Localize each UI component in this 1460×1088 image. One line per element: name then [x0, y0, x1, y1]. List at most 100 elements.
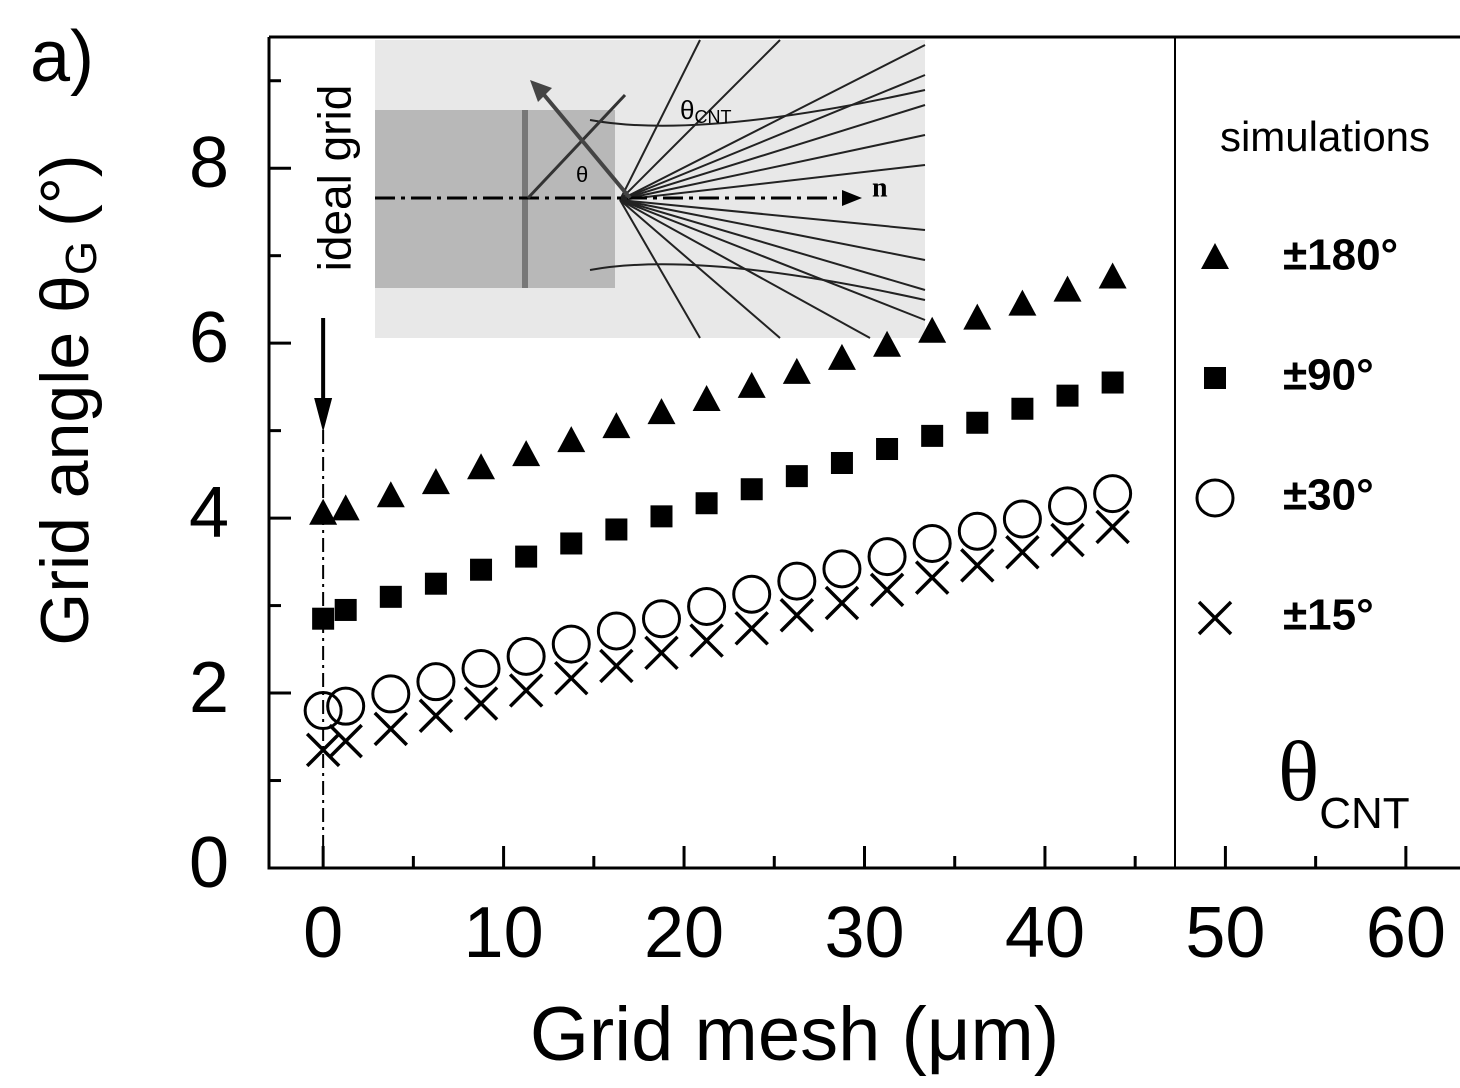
marker-triangle	[737, 371, 766, 398]
marker-cross	[373, 711, 409, 747]
inset-arrowhead	[842, 190, 862, 206]
marker-circle	[867, 537, 907, 577]
legend-marker	[1195, 478, 1235, 518]
panel-label: a)	[30, 17, 94, 97]
legend-marker	[1201, 243, 1229, 269]
annotation: ideal grid	[308, 85, 360, 272]
marker-triangle	[376, 481, 405, 508]
marker-square	[785, 465, 808, 488]
marker-circle	[1048, 486, 1088, 526]
y-axis-label-main: Grid angle θ	[27, 275, 103, 645]
marker-square	[876, 438, 899, 461]
y-axis-label-sub: G	[57, 241, 106, 275]
marker-triangle	[467, 453, 496, 480]
marker-circle	[687, 586, 727, 626]
marker-cross	[824, 585, 860, 621]
marker-circle	[641, 599, 681, 639]
marker-triangle	[331, 494, 360, 521]
marker-cross	[599, 648, 634, 684]
y-tick-label: 4	[189, 473, 229, 553]
marker-cross	[734, 611, 769, 646]
y-tick-label: 0	[189, 823, 229, 903]
marker-square	[740, 478, 763, 501]
legend-footer-sub: CNT	[1319, 789, 1409, 838]
marker-triangle	[1053, 275, 1082, 302]
marker-circle	[303, 691, 343, 731]
marker-circle	[551, 624, 591, 664]
marker-square	[334, 598, 357, 621]
marker-cross	[508, 673, 544, 708]
marker-cross	[418, 698, 454, 734]
marker-triangle	[421, 468, 450, 495]
marker-cross	[328, 723, 363, 759]
marker-triangle	[918, 316, 947, 343]
inset-label: θ	[576, 162, 588, 187]
marker-circle	[371, 674, 411, 714]
marker-triangle	[557, 426, 586, 453]
ideal-grid-arrowhead	[314, 398, 333, 432]
inset-label: n	[872, 172, 888, 203]
marker-cross	[689, 623, 724, 658]
marker-triangle	[873, 330, 902, 357]
marker-square	[830, 451, 853, 474]
marker-cross	[644, 635, 679, 671]
legend-label: ±15°	[1283, 591, 1374, 640]
marker-cross	[1050, 522, 1085, 558]
inset-fibers	[589, 39, 926, 339]
x-tick-label: 40	[1005, 893, 1085, 973]
legend-label: ±90°	[1283, 351, 1374, 400]
inset-fiber-vector	[538, 88, 632, 200]
marker-circle	[461, 649, 501, 689]
marker-circle	[1002, 499, 1042, 539]
marker-triangle	[1098, 262, 1127, 289]
marker-cross	[1095, 509, 1130, 545]
x-axis-label: Grid mesh (μm)	[530, 992, 1059, 1077]
legend-label: ±180°	[1283, 231, 1398, 280]
inset-line	[526, 93, 627, 200]
marker-cross	[779, 597, 815, 633]
x-tick-label: 10	[464, 893, 544, 973]
marker-square	[470, 558, 493, 581]
marker-triangle	[512, 440, 541, 467]
marker-triangle	[827, 343, 856, 370]
marker-triangle	[602, 412, 631, 439]
marker-triangle	[309, 498, 338, 525]
y-tick-label: 2	[189, 648, 229, 728]
x-tick-label: 60	[1366, 893, 1446, 973]
marker-triangle	[1008, 289, 1037, 316]
marker-circle	[777, 561, 817, 601]
marker-cross	[869, 572, 905, 608]
marker-cross	[554, 660, 589, 696]
x-tick-label: 20	[644, 893, 724, 973]
marker-square	[1011, 397, 1034, 420]
x-tick-label: 0	[303, 893, 343, 973]
legend-title: simulations	[1220, 113, 1430, 160]
marker-square	[560, 532, 583, 555]
y-axis-label-unit: (°)	[27, 154, 103, 226]
marker-square	[424, 572, 447, 595]
legend-label: ±30°	[1283, 471, 1374, 520]
legend-marker	[1197, 600, 1233, 636]
marker-cross	[463, 686, 499, 721]
marker-triangle	[692, 385, 721, 412]
marker-circle	[326, 686, 366, 726]
marker-square	[1101, 371, 1124, 394]
marker-cross	[960, 548, 995, 583]
inset-vector-head	[530, 80, 552, 102]
marker-square	[1056, 384, 1079, 407]
marker-circle	[912, 523, 952, 563]
marker-circle	[416, 662, 456, 702]
x-tick-label: 50	[1185, 893, 1265, 973]
y-axis-label: Grid angle θG (°)	[27, 154, 106, 645]
marker-circle	[732, 574, 772, 614]
marker-triangle	[782, 357, 811, 384]
marker-triangle	[963, 303, 992, 330]
y-tick-label: 8	[189, 123, 229, 203]
marker-cross	[305, 732, 341, 768]
marker-triangle	[647, 398, 676, 425]
x-tick-label: 30	[824, 893, 904, 973]
marker-square	[966, 411, 989, 434]
marker-square	[695, 492, 718, 515]
marker-square	[921, 424, 944, 447]
